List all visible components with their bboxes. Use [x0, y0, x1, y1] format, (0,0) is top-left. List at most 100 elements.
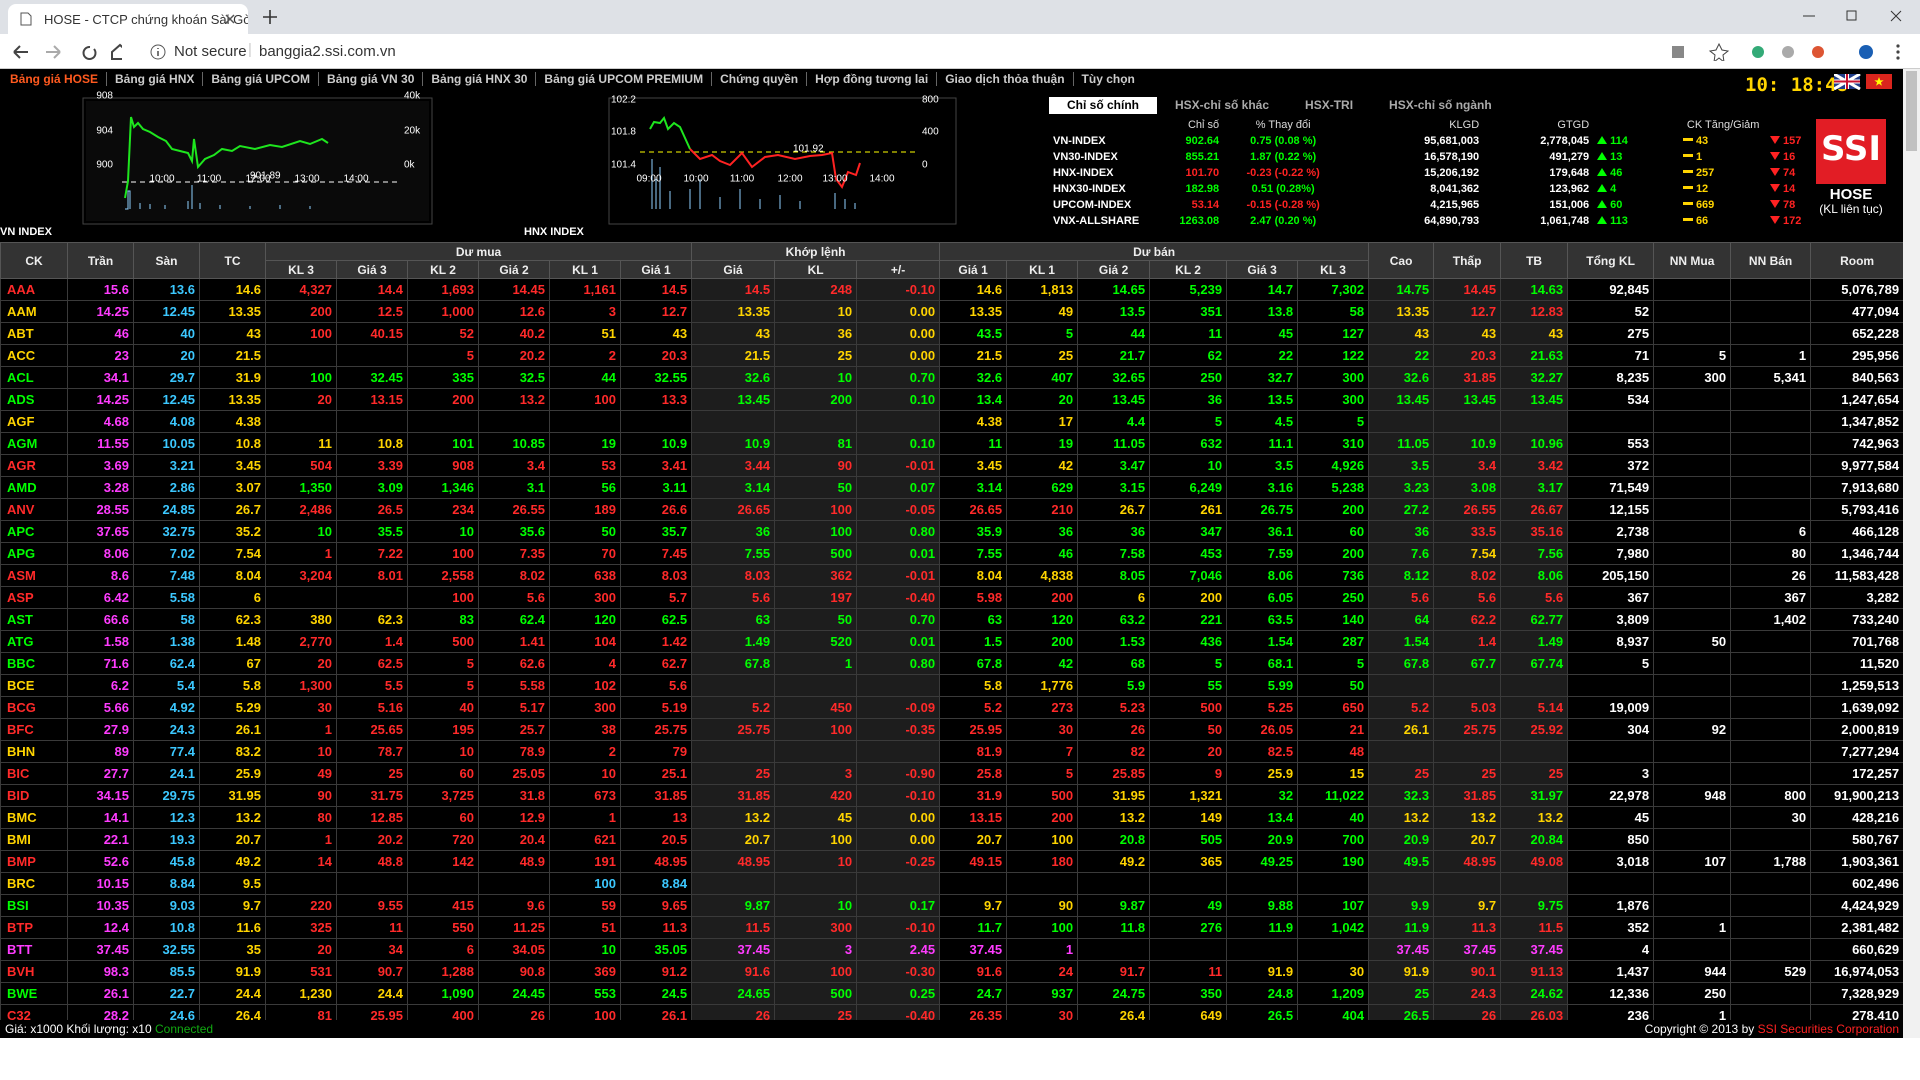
nav-item[interactable]: Bảng giá UPCOM — [202, 72, 318, 86]
column-header: KL 3 — [1297, 260, 1370, 279]
index-tab[interactable]: HSX-chỉ số khác — [1175, 98, 1270, 112]
board-cell: 13.15 — [336, 388, 408, 411]
board-cell: 3.11 — [619, 476, 693, 499]
board-cell: 10 — [774, 850, 858, 873]
stock-symbol[interactable]: ASM — [0, 564, 68, 587]
stock-symbol[interactable]: APC — [0, 520, 68, 543]
nav-item[interactable]: Chứng quyền — [711, 72, 806, 86]
board-cell: 236 — [1567, 1004, 1655, 1020]
board-cell: 26.4 — [199, 1004, 266, 1020]
browser-tab[interactable]: HOSE - CTCP chứng khoán Sài Gò — [8, 4, 248, 34]
board-cell: 8.02 — [478, 564, 550, 587]
board-cell: 4,926 — [1297, 454, 1370, 477]
stock-symbol[interactable]: BVH — [0, 960, 68, 983]
stock-symbol[interactable]: BHN — [0, 740, 68, 763]
board-cell: 1.5 — [939, 630, 1008, 653]
column-header: Giá 3 — [336, 260, 408, 279]
units-note: Giá: x1000 Khối lượng: x10 — [5, 1022, 152, 1036]
nav-item[interactable]: Tùy chọn — [1072, 72, 1143, 86]
nav-buttons[interactable] — [12, 43, 122, 61]
stock-symbol[interactable]: BMC — [0, 806, 68, 829]
stock-symbol[interactable]: AGF — [0, 410, 68, 433]
board-cell: 5.6 — [619, 674, 693, 697]
board-cell: 26.35 — [939, 1004, 1008, 1020]
nav-item[interactable]: Hợp đồng tương lai — [806, 72, 936, 86]
stock-symbol[interactable]: ATG — [0, 630, 68, 653]
new-tab[interactable] — [263, 10, 277, 24]
stock-symbol[interactable]: ASP — [0, 586, 68, 609]
stock-symbol[interactable]: ACC — [0, 344, 68, 367]
info-icon[interactable] — [150, 44, 166, 60]
stock-symbol[interactable]: AGM — [0, 432, 68, 455]
board-cell: 62 — [1149, 344, 1228, 367]
index-cell: 179,648 — [1549, 167, 1590, 179]
board-cell: 2,000,819 — [1810, 718, 1903, 741]
stock-symbol[interactable]: BID — [0, 784, 68, 807]
scrollbar[interactable] — [1903, 69, 1920, 1038]
board-cell: 20 — [265, 652, 337, 675]
board-cell: 621 — [549, 828, 621, 851]
stock-symbol[interactable]: BBC — [0, 652, 68, 675]
nav-item[interactable]: Bảng giá VN 30 — [318, 72, 422, 86]
board-cell: 14.45 — [1433, 278, 1502, 301]
stock-symbol[interactable]: AST — [0, 608, 68, 631]
board-cell: 25.92 — [1500, 718, 1569, 741]
stock-symbol[interactable]: BCE — [0, 674, 68, 697]
nav-item[interactable]: Bảng giá HNX — [106, 72, 202, 86]
stock-symbol[interactable]: BTP — [0, 916, 68, 939]
board-cell: 20 — [1149, 740, 1228, 763]
stock-symbol[interactable]: ANV — [0, 498, 68, 521]
stock-symbol[interactable]: ADS — [0, 388, 68, 411]
stock-symbol[interactable]: BWE — [0, 982, 68, 1005]
board-cell: 24.45 — [478, 982, 550, 1005]
stock-symbol[interactable]: BIC — [0, 762, 68, 785]
stock-symbol[interactable]: BRC — [0, 872, 68, 895]
stock-symbol[interactable]: AAM — [0, 300, 68, 323]
stock-symbol[interactable]: AAA — [0, 278, 68, 301]
board-cell: 3.45 — [939, 454, 1008, 477]
board-cell: 17 — [1006, 410, 1079, 433]
nav-item[interactable]: Bảng giá UPCOM PREMIUM — [535, 72, 711, 86]
board-cell: 100 — [407, 542, 479, 565]
index-cell: 0.75 (0.08 %) — [1250, 135, 1317, 147]
url[interactable]: banggia2.ssi.com.vn — [259, 43, 396, 60]
stock-symbol[interactable]: BMI — [0, 828, 68, 851]
board-cell: 1,161 — [549, 278, 621, 301]
nav-item[interactable]: Bảng giá HNX 30 — [422, 72, 535, 86]
index-row: VNX-ALLSHARE 1263.08 2.47 (0.20 %) 64,890,7… — [1049, 213, 1853, 229]
index-tab[interactable]: Chỉ số chính — [1049, 97, 1157, 114]
stock-symbol[interactable]: BCG — [0, 696, 68, 719]
stock-symbol[interactable]: BSI — [0, 894, 68, 917]
stock-symbol[interactable]: C32 — [0, 1004, 68, 1020]
stock-symbol[interactable]: BFC — [0, 718, 68, 741]
toolbar-icons[interactable] — [1670, 43, 1910, 61]
stock-symbol[interactable]: AGR — [0, 454, 68, 477]
nav-item[interactable]: Bảng giá HOSE — [10, 72, 99, 86]
stock-symbol[interactable]: APG — [0, 542, 68, 565]
group-header-row: CK Trần Sàn TC Dư mua Khớp lệnh Dư bán Cao Thấp T… — [0, 242, 1903, 279]
board-cell: 37.45 — [67, 938, 134, 961]
board-cell: 200 — [265, 300, 337, 323]
board-cell: 26 — [1077, 718, 1151, 741]
board-cell — [1730, 938, 1812, 961]
stock-symbol[interactable]: ACL — [0, 366, 68, 389]
board-cell: 10.96 — [1500, 432, 1569, 455]
stock-symbol[interactable]: ABT — [0, 322, 68, 345]
stock-symbol[interactable]: AMD — [0, 476, 68, 499]
tab-close[interactable] — [225, 14, 235, 24]
index-tab[interactable]: HSX-chỉ số ngành — [1389, 98, 1492, 112]
board-cell: 6 — [199, 586, 266, 609]
nav-item[interactable]: Giao dịch thỏa thuận — [936, 72, 1072, 86]
header-cell: CK Tăng/Giảm — [1686, 119, 1760, 131]
board-cell: 12.45 — [133, 388, 200, 411]
board-cell — [1653, 322, 1732, 345]
board-cell: 3 — [1567, 762, 1655, 785]
stock-symbol[interactable]: BTT — [0, 938, 68, 961]
board-cell: 5,076,789 — [1810, 278, 1903, 301]
board-cell: 14.25 — [67, 300, 134, 323]
stock-symbol[interactable]: BMP — [0, 850, 68, 873]
language-flags[interactable] — [1834, 74, 1894, 90]
index-tab[interactable]: HSX-TRI — [1305, 98, 1354, 112]
window-controls[interactable] — [1795, 8, 1910, 24]
board-cell: 21.5 — [939, 344, 1008, 367]
